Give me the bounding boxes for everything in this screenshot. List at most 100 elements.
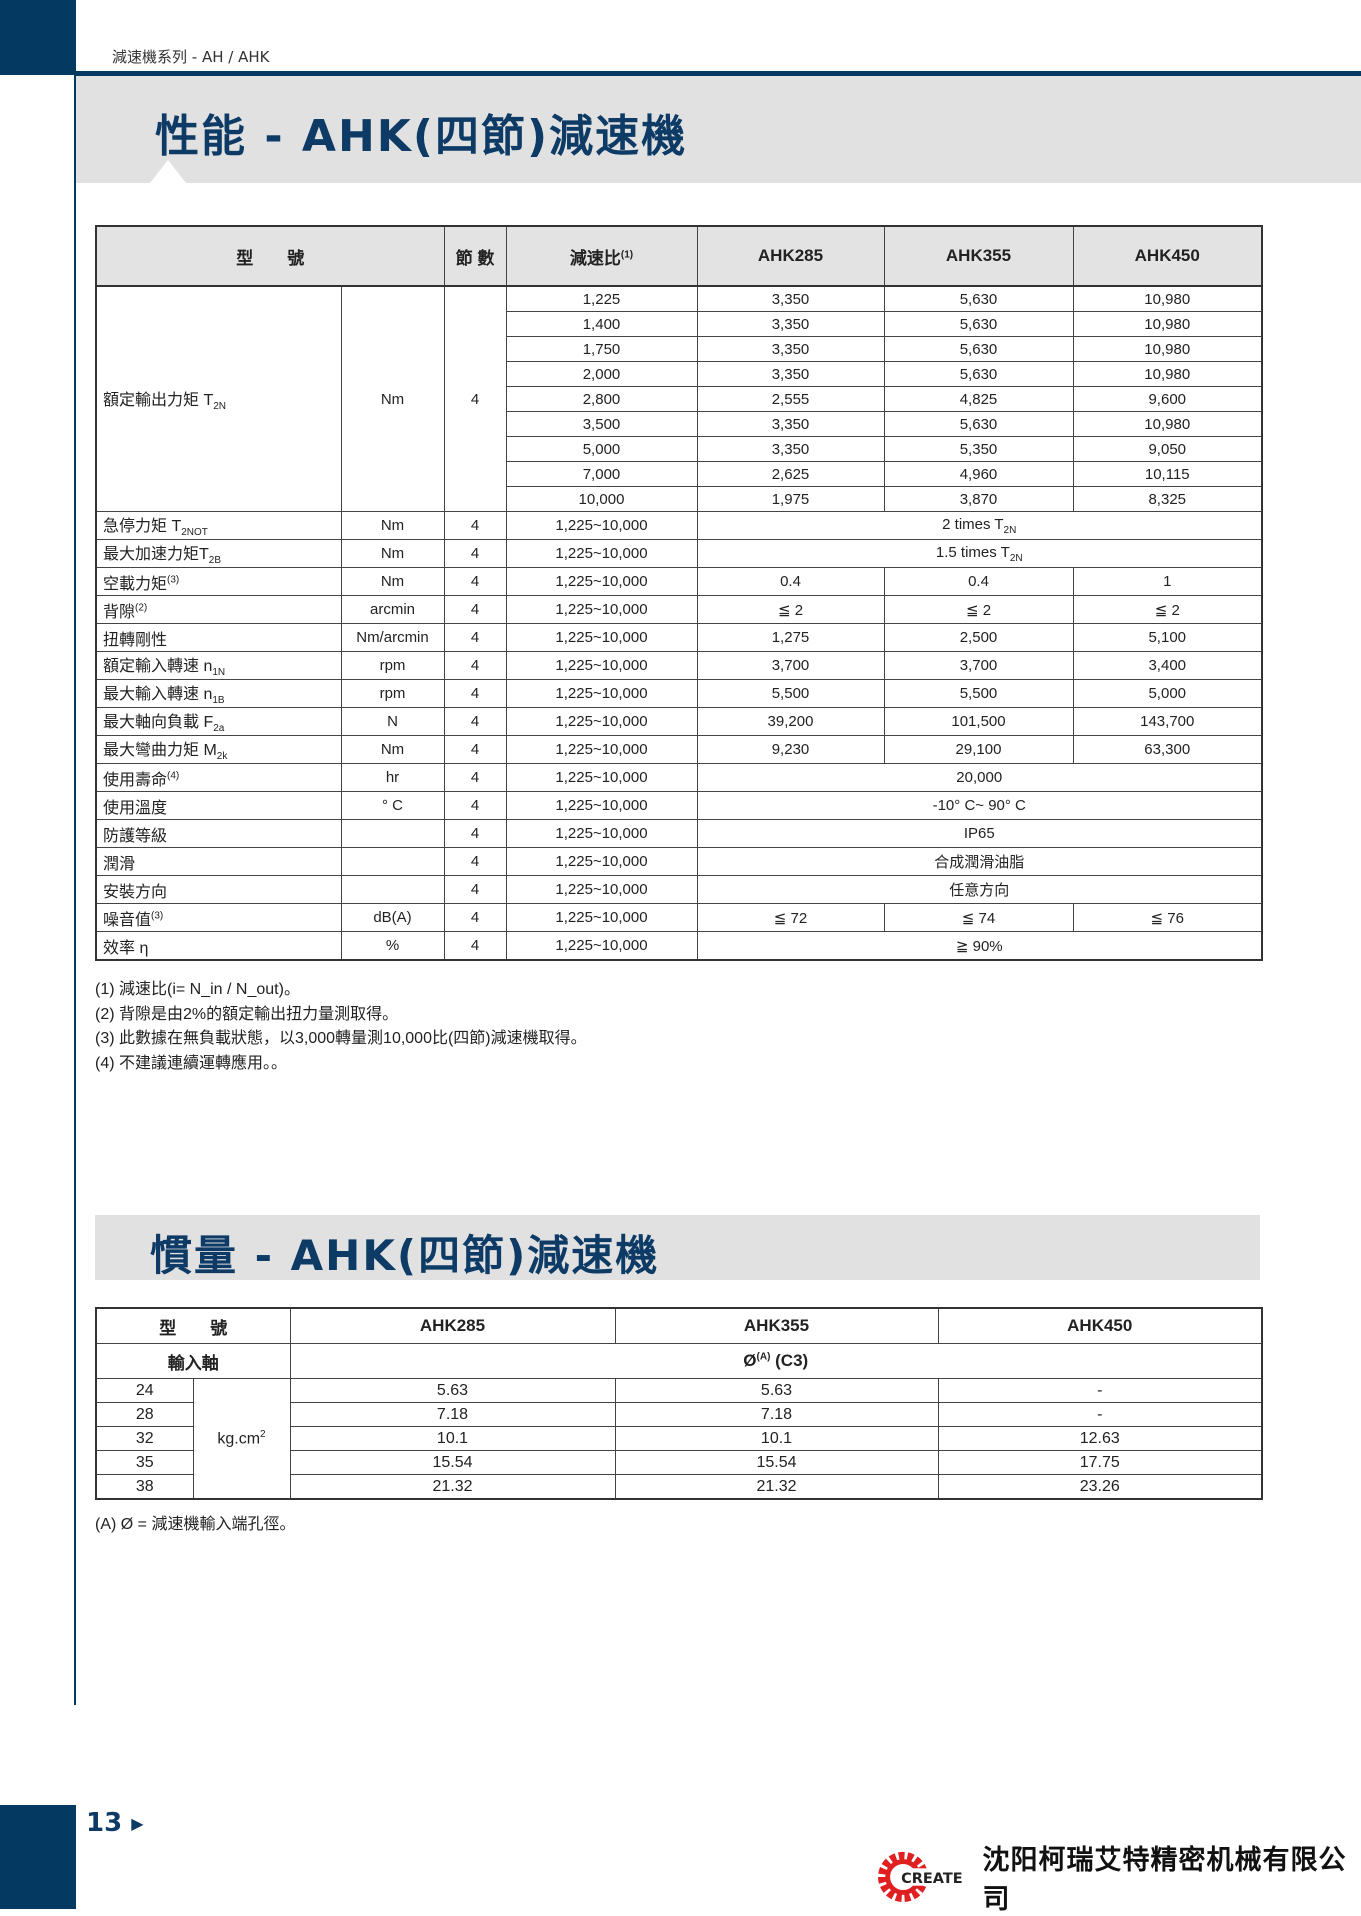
left-rule bbox=[74, 75, 76, 1705]
table-row: 防護等級 4 1,225~10,000 IP65 bbox=[95, 819, 1263, 848]
col-ahk285: AHK285 bbox=[289, 1307, 616, 1344]
table-row: 扭轉剛性 Nm/arcmin 4 1,225~10,000 1,275 2,500 5,10… bbox=[95, 623, 1263, 652]
table-row: 急停力矩 T2NOT Nm 4 1,225~10,000 2 times T2N bbox=[95, 511, 1263, 540]
cell-ratio: 10,000 bbox=[505, 486, 698, 512]
cell-ratio: 1,750 bbox=[505, 336, 698, 362]
cell-ratio: 2,000 bbox=[505, 361, 698, 387]
cell-value: 5,630 bbox=[883, 361, 1074, 387]
section-banner bbox=[95, 1215, 1260, 1280]
cell-value: ≦ 72 bbox=[696, 903, 885, 932]
row-unit bbox=[340, 875, 445, 904]
cell-value: 5.63 bbox=[289, 1378, 616, 1403]
cell-value: 5,500 bbox=[883, 679, 1074, 708]
table-row: 使用溫度 ° C 4 1,225~10,000 -10° C~ 90° C bbox=[95, 791, 1263, 820]
unit-cell: kg.cm2 bbox=[192, 1378, 291, 1500]
cell-value: 15.54 bbox=[289, 1450, 616, 1475]
cell-value: 9,050 bbox=[1072, 436, 1263, 462]
banner-notch bbox=[150, 160, 186, 183]
cell-ratio: 1,225~10,000 bbox=[505, 875, 698, 904]
company-name: 沈阳柯瑞艾特精密机械有限公司 bbox=[982, 1845, 1347, 1915]
company-logo: CREATE 沈阳柯瑞艾特精密机械有限公司 bbox=[878, 1838, 1361, 1916]
corner-block bbox=[0, 1805, 76, 1909]
cell-span: -10° C~ 90° C bbox=[696, 791, 1263, 820]
cell-value: 5.63 bbox=[614, 1378, 939, 1403]
col-ahk450: AHK450 bbox=[937, 1307, 1263, 1344]
row-stages: 4 bbox=[443, 679, 507, 708]
cell-value: 3,350 bbox=[696, 361, 885, 387]
row-label: 防護等級 bbox=[95, 819, 342, 848]
row-label: 使用溫度 bbox=[95, 791, 342, 820]
cell-value: 5,100 bbox=[1072, 623, 1263, 652]
row-unit: % bbox=[340, 931, 445, 961]
cell-ratio: 1,225~10,000 bbox=[505, 595, 698, 624]
cell-value: 5,630 bbox=[883, 411, 1074, 437]
row-unit: Nm bbox=[340, 511, 445, 540]
cell-ratio: 7,000 bbox=[505, 461, 698, 487]
row-label: 最大彎曲力矩 M2k bbox=[95, 735, 342, 764]
table-row: 7,000 2,625 4,960 10,115 bbox=[96, 461, 1263, 487]
row-label: 效率 η bbox=[95, 931, 342, 961]
row-stages: 4 bbox=[443, 791, 507, 820]
cell-value: 3,350 bbox=[696, 436, 885, 462]
cell-ratio: 1,225~10,000 bbox=[505, 763, 698, 792]
table-row: 32 10.1 10.1 12.63 bbox=[95, 1426, 1263, 1451]
cell-diameter: 32 bbox=[95, 1426, 194, 1451]
cell-ratio: 1,225~10,000 bbox=[505, 903, 698, 932]
header-row: 型 號 AHK285 AHK355 AHK450 bbox=[95, 1307, 1263, 1344]
cell-value: 3,700 bbox=[883, 651, 1074, 680]
shaft-value: Ø(A) (C3) bbox=[289, 1343, 1263, 1379]
cell-value: 3,400 bbox=[1072, 651, 1263, 680]
row-stages: 4 bbox=[443, 623, 507, 652]
cell-ratio: 1,400 bbox=[505, 311, 698, 337]
cell-value: - bbox=[937, 1402, 1263, 1427]
row-label: 最大軸向負載 F2a bbox=[95, 707, 342, 736]
cell-value: ≦ 2 bbox=[696, 595, 885, 624]
row-unit: arcmin bbox=[340, 595, 445, 624]
section-banner bbox=[76, 76, 1361, 183]
table-row: 空載力矩(3) Nm 4 1,225~10,000 0.4 0.4 1 bbox=[95, 567, 1263, 596]
row-unit: Nm bbox=[340, 539, 445, 568]
cell-value: 63,300 bbox=[1072, 735, 1263, 764]
row-stages: 4 bbox=[443, 763, 507, 792]
cell-span: IP65 bbox=[696, 819, 1263, 848]
row-unit: rpm bbox=[340, 651, 445, 680]
table-row: 1,750 3,350 5,630 10,980 bbox=[96, 336, 1263, 362]
row-unit: N bbox=[340, 707, 445, 736]
cell-value: 10.1 bbox=[289, 1426, 616, 1451]
gear-logo-icon: CREATE bbox=[878, 1851, 975, 1903]
cell-value: 7.18 bbox=[289, 1402, 616, 1427]
table-row: 最大彎曲力矩 M2k Nm 4 1,225~10,000 9,230 29,100 63,3… bbox=[95, 735, 1263, 764]
table-row: 2,000 3,350 5,630 10,980 bbox=[96, 361, 1263, 387]
inertia-table: 型 號 AHK285 AHK355 AHK450 輸入軸 Ø(A) (C3) 2… bbox=[95, 1307, 1263, 1500]
cell-value: 23.26 bbox=[937, 1474, 1263, 1500]
shaft-row: 輸入軸 Ø(A) (C3) bbox=[95, 1343, 1263, 1379]
row-stages: 4 bbox=[443, 847, 507, 876]
cell-value: 9,230 bbox=[696, 735, 885, 764]
arrow-right-icon: ▶ bbox=[131, 1814, 144, 1833]
footnote-2: (2) 背隙是由2%的額定輸出扭力量測取得。 bbox=[95, 1005, 399, 1023]
table-row: 最大加速力矩T2B Nm 4 1,225~10,000 1.5 times T2N bbox=[95, 539, 1263, 568]
table-row: 38 21.32 21.32 23.26 bbox=[95, 1474, 1263, 1500]
cell-ratio: 1,225~10,000 bbox=[505, 735, 698, 764]
performance-title: 性能 - AHK(四節)減速機 bbox=[155, 111, 688, 162]
cell-value: 0.4 bbox=[883, 567, 1074, 596]
row-unit: Nm bbox=[340, 567, 445, 596]
header-row: 型 號 節 數 減速比(1) AHK285 AHK355 AHK450 bbox=[95, 225, 1263, 287]
corner-block bbox=[0, 0, 76, 75]
header-rule bbox=[76, 71, 1361, 76]
cell-value: 9,600 bbox=[1072, 386, 1263, 412]
cell-span: ≧ 90% bbox=[696, 931, 1263, 961]
cell-ratio: 5,000 bbox=[505, 436, 698, 462]
cell-value: 7.18 bbox=[614, 1402, 939, 1427]
table-row: 2,800 2,555 4,825 9,600 bbox=[96, 386, 1263, 412]
row-unit bbox=[340, 819, 445, 848]
table-row: 10,000 1,975 3,870 8,325 bbox=[96, 486, 1263, 512]
cell-ratio: 1,225~10,000 bbox=[505, 567, 698, 596]
row-label: 潤滑 bbox=[95, 847, 342, 876]
row-stages: 4 bbox=[443, 285, 507, 512]
cell-span: 1.5 times T2N bbox=[696, 539, 1263, 568]
cell-value: 3,350 bbox=[696, 285, 885, 312]
cell-diameter: 28 bbox=[95, 1402, 194, 1427]
cell-value: 4,825 bbox=[883, 386, 1074, 412]
row-unit: rpm bbox=[340, 679, 445, 708]
